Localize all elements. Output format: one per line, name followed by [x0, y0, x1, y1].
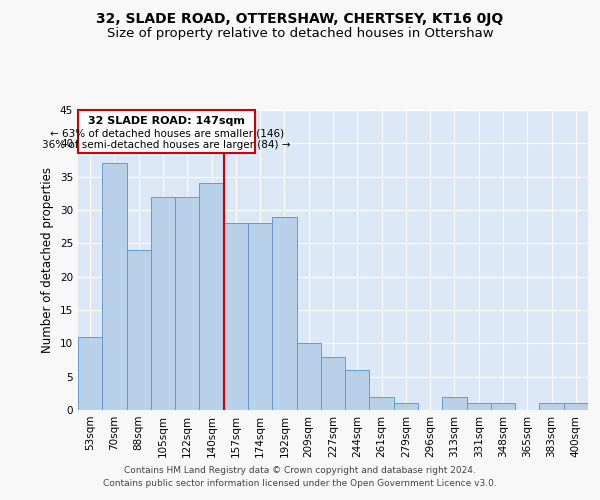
FancyBboxPatch shape: [78, 110, 255, 154]
Bar: [321, 356, 345, 410]
Bar: [296, 344, 321, 410]
Text: 32, SLADE ROAD, OTTERSHAW, CHERTSEY, KT16 0JQ: 32, SLADE ROAD, OTTERSHAW, CHERTSEY, KT1…: [97, 12, 503, 26]
Bar: [127, 250, 151, 410]
Bar: [564, 404, 588, 410]
Bar: [539, 404, 564, 410]
Bar: [199, 184, 224, 410]
Bar: [102, 164, 127, 410]
Bar: [272, 216, 296, 410]
Bar: [151, 196, 175, 410]
Text: Size of property relative to detached houses in Ottershaw: Size of property relative to detached ho…: [107, 28, 493, 40]
Text: Contains HM Land Registry data © Crown copyright and database right 2024.
Contai: Contains HM Land Registry data © Crown c…: [103, 466, 497, 487]
Bar: [370, 396, 394, 410]
Y-axis label: Number of detached properties: Number of detached properties: [41, 167, 55, 353]
Bar: [394, 404, 418, 410]
Text: ← 63% of detached houses are smaller (146): ← 63% of detached houses are smaller (14…: [50, 128, 284, 138]
Bar: [78, 336, 102, 410]
Bar: [491, 404, 515, 410]
Text: 32 SLADE ROAD: 147sqm: 32 SLADE ROAD: 147sqm: [88, 116, 245, 126]
Bar: [467, 404, 491, 410]
Bar: [175, 196, 199, 410]
Bar: [345, 370, 370, 410]
Bar: [442, 396, 467, 410]
Text: 36% of semi-detached houses are larger (84) →: 36% of semi-detached houses are larger (…: [43, 140, 291, 150]
Bar: [248, 224, 272, 410]
Bar: [224, 224, 248, 410]
